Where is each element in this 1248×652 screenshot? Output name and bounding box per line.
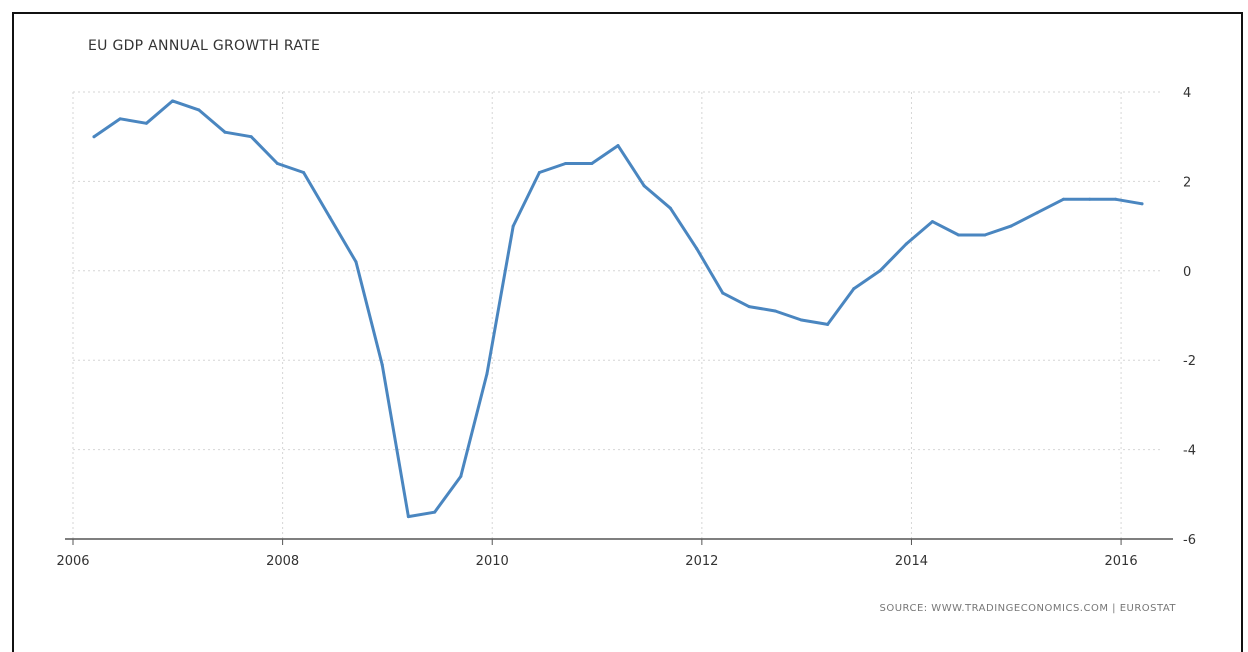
y-tick-label: 4	[1183, 86, 1191, 101]
tick-labels: 4 2 0 -2 -4 -6 2006 2008 2010 2012 2014 2016	[56, 86, 1196, 569]
data-point	[328, 215, 332, 219]
data-point	[983, 233, 987, 237]
x-tick-label: 2012	[685, 554, 718, 569]
data-point	[957, 233, 961, 237]
data-point	[537, 170, 541, 174]
y-tick-label: 0	[1183, 265, 1191, 280]
y-tick-label: -6	[1183, 533, 1196, 548]
data-point	[406, 515, 410, 519]
data-point	[380, 363, 384, 367]
data-point	[1088, 197, 1092, 201]
data-point	[747, 305, 751, 309]
data-point	[511, 224, 515, 228]
data-point	[616, 144, 620, 148]
data-point	[852, 287, 856, 291]
data-point	[695, 246, 699, 250]
grid-lines	[72, 91, 1163, 539]
data-point	[1035, 211, 1039, 215]
data-point	[773, 309, 777, 313]
data-point	[275, 162, 279, 166]
data-point	[144, 121, 148, 125]
y-tick-label: -2	[1183, 354, 1196, 369]
data-point	[354, 260, 358, 264]
data-point	[564, 162, 568, 166]
data-point	[642, 184, 646, 188]
data-point	[171, 99, 175, 103]
data-point	[904, 242, 908, 246]
chart-frame	[12, 12, 1243, 652]
data-point	[668, 206, 672, 210]
x-tick-label: 2010	[476, 554, 509, 569]
data-point	[799, 318, 803, 322]
data-point	[433, 510, 437, 514]
data-point	[1061, 197, 1065, 201]
data-point	[826, 322, 830, 326]
data-point	[459, 474, 463, 478]
data-point	[590, 162, 594, 166]
chart-title: EU GDP ANNUAL GROWTH RATE	[88, 38, 321, 54]
data-point	[878, 269, 882, 273]
data-point	[302, 170, 306, 174]
data-point	[118, 117, 122, 121]
chart-svg: 4 2 0 -2 -4 -6 2006 2008 2010 2012 2014 2016	[56, 86, 1196, 569]
data-point	[485, 372, 489, 376]
data-point	[249, 135, 253, 139]
data-point	[92, 135, 96, 139]
data-point	[223, 130, 227, 134]
x-tick-label: 2016	[1105, 554, 1138, 569]
source-note: SOURCE: WWW.TRADINGECONOMICS.COM | EUROS…	[879, 603, 1176, 614]
series-line	[92, 99, 1144, 519]
x-tick-label: 2006	[56, 554, 89, 569]
data-point	[721, 291, 725, 295]
data-point	[1140, 202, 1144, 206]
y-tick-label: -4	[1183, 444, 1196, 459]
series-layer	[92, 99, 1144, 519]
x-tick-label: 2014	[895, 554, 928, 569]
axes	[65, 538, 1173, 545]
data-point	[1009, 224, 1013, 228]
x-tick-label: 2008	[266, 554, 299, 569]
data-point	[197, 108, 201, 112]
y-tick-label: 2	[1183, 175, 1191, 190]
data-point	[930, 220, 934, 224]
data-point	[1114, 197, 1118, 201]
